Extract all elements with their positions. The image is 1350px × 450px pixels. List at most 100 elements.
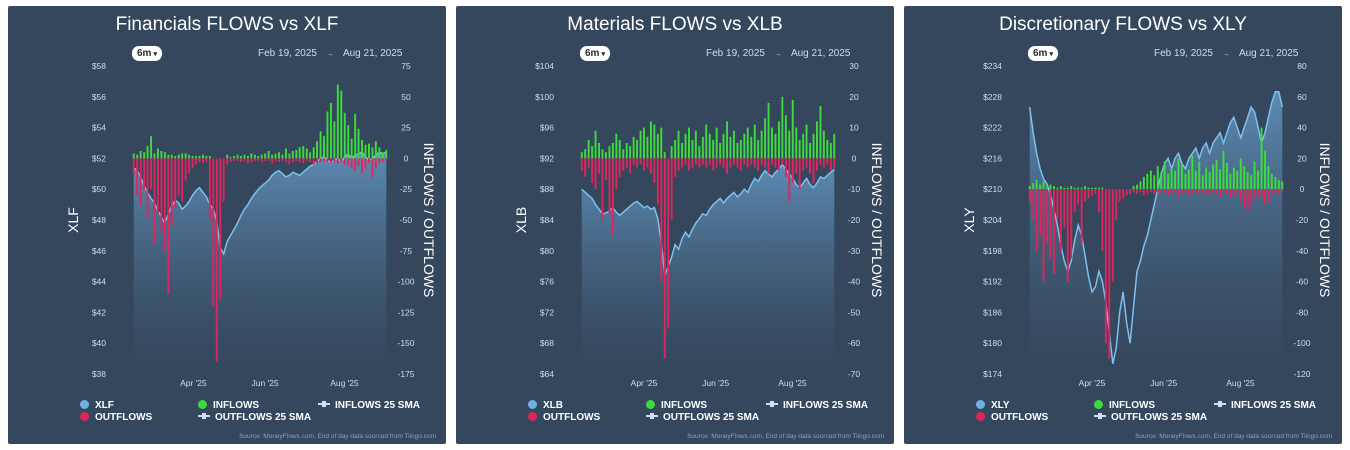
outflow-bar xyxy=(594,158,597,190)
outflow-bar xyxy=(267,158,270,161)
outflow-bar xyxy=(1111,189,1114,282)
outflow-bar xyxy=(1277,189,1280,194)
outflow-bar xyxy=(336,158,339,164)
outflow-bar xyxy=(1136,189,1138,194)
chart-plot: $58 $56 $54 $52 $50 $48 $46 $44 $42 $40 $38 75 50 25 0… xyxy=(65,61,437,388)
legend-item-price[interactable]: XLF xyxy=(80,400,114,411)
date-start[interactable]: Feb 19, 2025 xyxy=(706,48,765,59)
legend-label: OUTFLOWS xyxy=(991,412,1049,423)
inflow-bar xyxy=(246,155,249,159)
outflow-bar xyxy=(250,158,253,163)
outflow-bar xyxy=(330,158,332,164)
inflow-bar xyxy=(705,124,708,159)
legend-line xyxy=(198,413,210,419)
outflow-bar xyxy=(698,158,701,168)
inflow-bar xyxy=(371,147,374,159)
inflow-bar xyxy=(1194,170,1197,190)
inflow-bar xyxy=(1066,187,1069,190)
inflow-bar xyxy=(1049,184,1052,190)
legend-item-inflows[interactable]: INFLOWS xyxy=(1094,400,1155,411)
date-start[interactable]: Feb 19, 2025 xyxy=(1154,48,1213,59)
outflow-bar xyxy=(364,158,367,169)
legend-line xyxy=(318,401,330,407)
legend-item-inflows[interactable]: INFLOWS xyxy=(646,400,707,411)
legend-item-outflows-sma[interactable]: OUTFLOWS 25 SMA xyxy=(198,412,311,423)
inflow-bar xyxy=(584,149,587,159)
outflow-bar xyxy=(1222,189,1225,193)
y2-axis-title: INFLOWS / OUTFLOWS xyxy=(1317,143,1333,298)
legend-item-outflows-sma[interactable]: OUTFLOWS 25 SMA xyxy=(646,412,759,423)
outflow-bar xyxy=(1108,189,1111,359)
inflow-bar xyxy=(305,148,308,159)
outflow-bar xyxy=(736,158,739,168)
inflow-bar xyxy=(1136,184,1138,190)
inflow-bar xyxy=(646,136,649,159)
inflow-bar xyxy=(580,152,583,159)
legend-item-outflows[interactable]: OUTFLOWS xyxy=(528,412,600,423)
date-start[interactable]: Feb 19, 2025 xyxy=(258,48,317,59)
outflow-bar xyxy=(354,158,357,171)
legend-item-price[interactable]: XLY xyxy=(976,400,1010,411)
outflow-bar xyxy=(771,158,773,165)
legend-label: INFLOWS 25 SMA xyxy=(1231,400,1317,411)
legend-label: OUTFLOWS 25 SMA xyxy=(215,412,312,423)
inflow-bar xyxy=(1046,186,1048,190)
inflow-bar xyxy=(1187,169,1190,190)
date-end[interactable]: Aug 21, 2025 xyxy=(342,48,403,59)
inflow-bar xyxy=(1260,127,1263,190)
outflow-bar xyxy=(781,158,784,165)
legend-item-inflows-sma[interactable]: INFLOWS 25 SMA xyxy=(766,400,868,411)
outflow-bar xyxy=(1070,189,1073,259)
outflow-bar xyxy=(1243,189,1246,208)
inflow-bar xyxy=(795,127,798,159)
legend-item-inflows-sma[interactable]: INFLOWS 25 SMA xyxy=(1214,400,1316,411)
inflow-bar xyxy=(1073,187,1076,190)
range-selector-button[interactable]: 6m ▾ xyxy=(132,46,162,61)
legend-label: INFLOWS 25 SMA xyxy=(335,400,421,411)
inflow-bar xyxy=(1149,170,1152,190)
inflow-bar xyxy=(719,143,722,159)
legend-line xyxy=(1214,401,1226,407)
y2-tick-label: -70 xyxy=(848,369,861,379)
outflow-bar xyxy=(1187,189,1190,196)
inflow-bar xyxy=(160,151,163,159)
inflow-bar xyxy=(653,124,656,159)
inflow-bar xyxy=(343,112,346,159)
y-tick-label: $216 xyxy=(983,153,1002,163)
outflow-bar xyxy=(215,158,218,362)
legend-label: XLB xyxy=(543,400,563,411)
date-range: Feb 19, 2025 → Aug 21, 2025 xyxy=(258,48,402,59)
outflow-bar xyxy=(684,158,687,165)
inflow-bar xyxy=(826,139,829,159)
inflow-bar xyxy=(330,103,332,159)
outflow-bar xyxy=(629,158,632,174)
range-selector-button[interactable]: 6m ▾ xyxy=(1028,46,1058,61)
legend-item-outflows[interactable]: OUTFLOWS xyxy=(80,412,152,423)
inflow-bar xyxy=(191,155,194,159)
legend-item-price[interactable]: XLB xyxy=(528,400,563,411)
inflow-bar xyxy=(684,133,687,159)
x-tick-label: Jun '25 xyxy=(252,378,279,388)
inflow-bar xyxy=(350,138,353,159)
outflow-bar xyxy=(1260,189,1263,197)
range-selector-button[interactable]: 6m ▾ xyxy=(580,46,610,61)
inflow-bar xyxy=(240,155,242,159)
legend-item-outflows[interactable]: OUTFLOWS xyxy=(976,412,1048,423)
inflow-bar xyxy=(833,133,836,159)
date-end[interactable]: Aug 21, 2025 xyxy=(1238,48,1299,59)
legend-item-outflows-sma[interactable]: OUTFLOWS 25 SMA xyxy=(1094,412,1207,423)
y-tick-label: $64 xyxy=(540,369,554,379)
inflow-bar xyxy=(150,136,152,159)
arrow-right-icon: → xyxy=(1221,49,1230,58)
date-end[interactable]: Aug 21, 2025 xyxy=(790,48,851,59)
y-tick-label: $228 xyxy=(983,92,1002,102)
inflow-bar xyxy=(767,103,770,159)
chevron-down-icon: ▾ xyxy=(601,51,605,58)
legend-item-inflows[interactable]: INFLOWS xyxy=(198,400,259,411)
inflow-bar xyxy=(1160,172,1163,190)
inflow-bar xyxy=(1070,186,1073,190)
inflow-bar xyxy=(1215,159,1218,190)
inflow-bar xyxy=(1212,164,1214,190)
legend-item-inflows-sma[interactable]: INFLOWS 25 SMA xyxy=(318,400,420,411)
outflow-bar xyxy=(253,158,256,161)
